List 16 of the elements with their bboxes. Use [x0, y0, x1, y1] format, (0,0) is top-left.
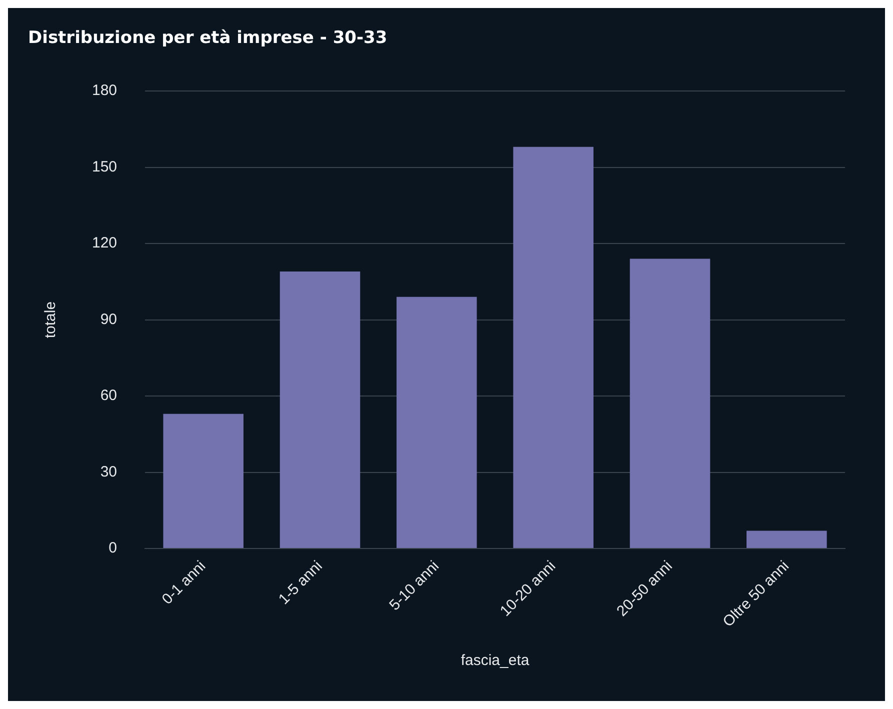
y-tick-label: 150 — [92, 158, 118, 176]
bar — [280, 271, 360, 548]
x-axis-title: fascia_eta — [460, 652, 530, 670]
bar — [630, 258, 710, 548]
y-tick-label: 120 — [92, 234, 118, 252]
chart-title: Distribuzione per età imprese - 30-33 — [28, 28, 388, 48]
bar — [746, 530, 827, 548]
bar — [513, 146, 594, 548]
y-tick-label: 0 — [108, 540, 118, 557]
y-tick-label: 30 — [100, 463, 118, 480]
bar — [163, 414, 244, 548]
bar — [396, 296, 477, 548]
y-tick-label: 180 — [92, 82, 118, 100]
y-axis-title: totale — [42, 301, 60, 338]
y-tick-label: 60 — [100, 387, 118, 404]
y-tick-label: 90 — [100, 310, 118, 328]
